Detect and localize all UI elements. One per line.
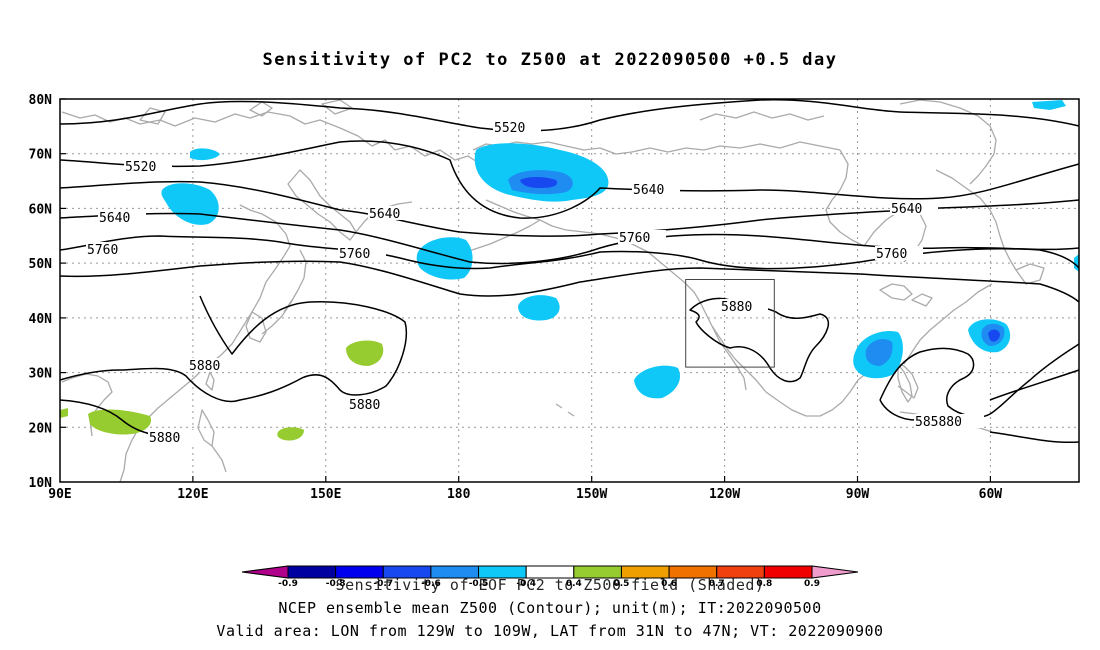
map-frame xyxy=(59,98,1080,483)
lat-tick-60n: 60N xyxy=(29,202,53,217)
colorbar-tick-label: 0.6 xyxy=(661,579,677,589)
colorbar-tick-label: 0.9 xyxy=(804,579,820,589)
lat-tick-50n: 50N xyxy=(29,257,53,272)
valid-area-box xyxy=(685,279,775,368)
contour-labels: 5520 5520 5640 5640 5640 5640 5760 5760 … xyxy=(86,120,984,446)
map-title: Sensitivity of PC2 to Z500 at 2022090500… xyxy=(262,50,838,70)
caption-valid-area: Valid area: LON from 129W to 109W, LAT f… xyxy=(216,622,884,640)
label-585880-atlantic: 585880 xyxy=(915,415,962,430)
caption-shaded: Sensitivity of EOF PC2 to Z500 field (Sh… xyxy=(335,576,765,594)
lon-tick-120e: 120E xyxy=(177,487,208,502)
label-5880-indochina: 5880 xyxy=(149,431,180,446)
label-5760-mid: 5760 xyxy=(339,247,370,262)
lat-tick-30n: 30N xyxy=(29,367,53,382)
colorbar: -0.9 -0.8 -0.7 -0.6 -0.5 -0.4 0.4 0.5 0.6 0.7 0.8 0… xyxy=(241,565,859,589)
label-5520-north: 5520 xyxy=(494,121,525,136)
tick-marks xyxy=(60,98,992,482)
lat-tick-80n: 80N xyxy=(29,93,53,108)
label-5640-east: 5640 xyxy=(891,202,922,217)
lat-tick-70n: 70N xyxy=(29,148,53,163)
label-5640-west: 5640 xyxy=(99,211,130,226)
colorbar-right-arrow xyxy=(811,565,859,579)
label-5640-mid: 5640 xyxy=(369,207,400,222)
label-5880-china: 5880 xyxy=(189,359,220,374)
colorbar-tick-label: 0.5 xyxy=(613,579,629,589)
graticule xyxy=(60,99,1079,482)
label-5520-west: 5520 xyxy=(125,160,156,175)
label-5760-pacific: 5760 xyxy=(619,231,650,246)
colorbar-tick-label: -0.4 xyxy=(516,579,536,589)
lon-tick-60w: 60W xyxy=(979,487,1003,502)
label-5640-pacific: 5640 xyxy=(633,183,664,198)
label-5880-pacific: 5880 xyxy=(349,398,380,413)
colorbar-tick-label: 0.7 xyxy=(709,579,725,589)
label-5880-westus: 5880 xyxy=(721,300,752,315)
lat-tick-20n: 20N xyxy=(29,421,53,436)
caption-contour: NCEP ensemble mean Z500 (Contour); unit(… xyxy=(278,599,822,617)
lat-tick-10n: 10N xyxy=(29,476,53,491)
colorbar-tick-label: -0.5 xyxy=(469,579,489,589)
colorbar-tick-label: -0.6 xyxy=(421,579,441,589)
colorbar-tick-label: -0.8 xyxy=(326,579,346,589)
colorbar-tick-label: -0.9 xyxy=(278,579,298,589)
lon-tick-180: 180 xyxy=(447,487,471,502)
lon-tick-150w: 150W xyxy=(576,487,607,502)
longitude-labels: 90E 120E 150E 180 150W 120W 90W 60W xyxy=(48,487,1002,502)
lon-tick-120w: 120W xyxy=(709,487,740,502)
lon-tick-90w: 90W xyxy=(846,487,870,502)
label-5760-east: 5760 xyxy=(876,247,907,262)
label-5760-west: 5760 xyxy=(87,243,118,258)
lon-tick-150e: 150E xyxy=(310,487,341,502)
lon-tick-90e: 90E xyxy=(48,487,71,502)
colorbar-tick-label: 0.8 xyxy=(756,579,772,589)
latitude-labels: 80N 70N 60N 50N 40N 30N 20N 10N xyxy=(29,93,53,491)
colorbar-tick-label: 0.4 xyxy=(566,579,582,589)
colorbar-tick-label: -0.7 xyxy=(373,579,393,589)
lat-tick-40n: 40N xyxy=(29,312,53,327)
